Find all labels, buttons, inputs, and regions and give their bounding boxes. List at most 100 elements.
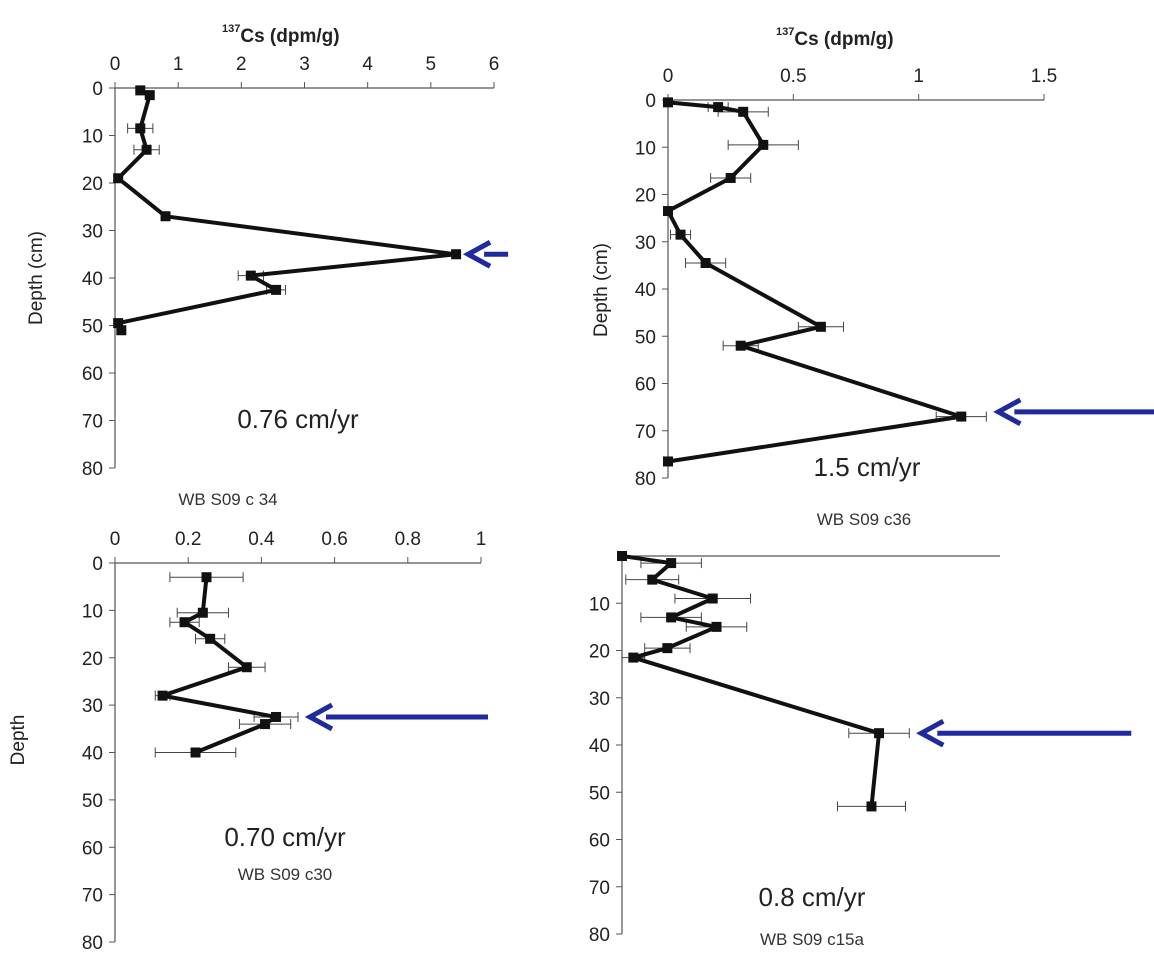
profile-line: [621, 554, 881, 807]
data-point: [113, 173, 124, 184]
x-axis-title-sup: 137: [222, 23, 240, 35]
data-point: [866, 801, 877, 812]
data-point: [707, 593, 718, 604]
data-point: [725, 172, 736, 183]
data-point: [663, 206, 673, 217]
data-point: [201, 572, 212, 583]
core-id-label: WB S09 c15a: [760, 930, 864, 949]
peak-arrow-head: [993, 397, 1022, 427]
chart-panel-2: 0 0.5 1 1.5 0 10 20 30 40 50 60 70 80 137Cs (dpm/g) De…: [591, 26, 1154, 529]
peak-arrow-head: [916, 718, 945, 748]
y-tick-label: 50: [635, 327, 656, 348]
data-point: [157, 690, 168, 701]
y-tick-label: 70: [589, 878, 610, 899]
y-tick-label: 50: [589, 783, 610, 804]
data-point: [271, 711, 282, 722]
x-tick-label: 0: [110, 54, 121, 75]
data-point: [271, 284, 282, 295]
y-tick-label: 30: [82, 696, 103, 717]
y-tick-label: 60: [82, 838, 103, 859]
y-axis-label: Depth (cm): [26, 231, 47, 325]
data-point: [628, 652, 639, 663]
y-tick-label: 80: [82, 933, 103, 954]
y-tick-label: 30: [82, 222, 103, 243]
y-tick-label: 0: [92, 79, 103, 100]
chart-panel-3: 0 0.2 0.4 0.6 0.8 101020304050607080Depth0.70…: [8, 529, 488, 954]
data-point: [241, 662, 252, 673]
y-tick-label: 50: [82, 317, 103, 338]
x-tick-label: 0.6: [321, 529, 347, 550]
y-tick-label: 60: [635, 375, 656, 396]
y-tick-label: 20: [82, 174, 103, 195]
data-point: [675, 229, 686, 240]
data-point: [135, 85, 146, 96]
x-tick-label: 1: [476, 529, 487, 550]
y-tick-label: 10: [635, 138, 656, 159]
x-tick-label: 0: [663, 66, 674, 87]
x-axis-title-sup: 137: [776, 26, 794, 38]
data-point: [116, 325, 127, 336]
sedimentation-rate-label: 0.70 cm/yr: [224, 822, 346, 852]
x-tick-label: 2: [236, 54, 247, 75]
y-tick-label: 40: [82, 744, 103, 765]
data-point: [758, 139, 769, 150]
data-point: [735, 340, 746, 351]
x-tick-label: 6: [489, 54, 500, 75]
y-tick-label: 70: [635, 422, 656, 443]
x-tick-label: 0.5: [780, 66, 806, 87]
x-tick-label: 3: [299, 54, 310, 75]
y-axis-label: Depth (cm): [591, 243, 612, 337]
y-axis-label: Depth: [8, 715, 29, 766]
core-id-label: WB S09 c30: [238, 865, 333, 884]
x-axis-title-text: Cs (dpm/g): [794, 29, 893, 50]
data-point: [956, 411, 967, 422]
y-tick-label: 10: [82, 601, 103, 622]
data-point: [815, 321, 826, 332]
data-point: [144, 90, 155, 101]
peak-arrow-head: [462, 240, 492, 269]
x-axis-title-text: Cs (dpm/g): [240, 26, 339, 47]
data-point: [666, 558, 677, 569]
data-point: [738, 106, 749, 117]
data-point: [617, 551, 627, 561]
x-tick-label: 0.8: [395, 529, 421, 550]
x-tick-label: 1: [913, 66, 924, 87]
y-tick-label: 20: [589, 642, 610, 663]
data-point: [663, 97, 673, 108]
profile-line: [666, 100, 964, 464]
chart-panel-4: 10 20 30 40 50 60 70 80 0.8 cm/yr WB S09 c15a: [589, 551, 1132, 949]
data-point: [179, 617, 190, 628]
y-tick-label: 40: [589, 736, 610, 757]
data-point: [160, 211, 171, 222]
core-id-label: WB S09 c36: [817, 510, 912, 529]
y-tick-label: 20: [82, 649, 103, 670]
peak-arrow-head: [304, 702, 334, 732]
x-tick-label: 0.2: [175, 529, 201, 550]
x-tick-label: 1.5: [1031, 66, 1057, 87]
data-point: [713, 102, 724, 113]
data-point: [141, 144, 152, 155]
profile-line: [160, 576, 278, 755]
data-point: [662, 643, 673, 654]
x-tick-label: 4: [362, 54, 373, 75]
y-tick-label: 80: [82, 459, 103, 480]
y-tick-label: 60: [589, 831, 610, 852]
x-tick-label: 0.4: [248, 529, 275, 550]
y-tick-label: 0: [92, 554, 103, 575]
data-point: [205, 633, 216, 644]
data-point: [874, 728, 885, 739]
y-tick-label: 0: [645, 91, 656, 112]
x-axis-title: 137Cs (dpm/g): [776, 26, 894, 50]
y-tick-label: 70: [82, 412, 103, 433]
x-tick-label: 1: [173, 54, 184, 75]
data-point: [245, 270, 256, 281]
core-id-label: WB S09 c 34: [178, 490, 277, 509]
data-point: [700, 258, 711, 269]
y-tick-label: 80: [589, 925, 610, 946]
y-tick-label: 10: [589, 594, 610, 615]
data-point: [451, 249, 462, 260]
sedimentation-rate-label: 0.76 cm/yr: [237, 404, 359, 434]
y-tick-label: 70: [82, 886, 103, 907]
y-tick-label: 60: [82, 364, 103, 385]
